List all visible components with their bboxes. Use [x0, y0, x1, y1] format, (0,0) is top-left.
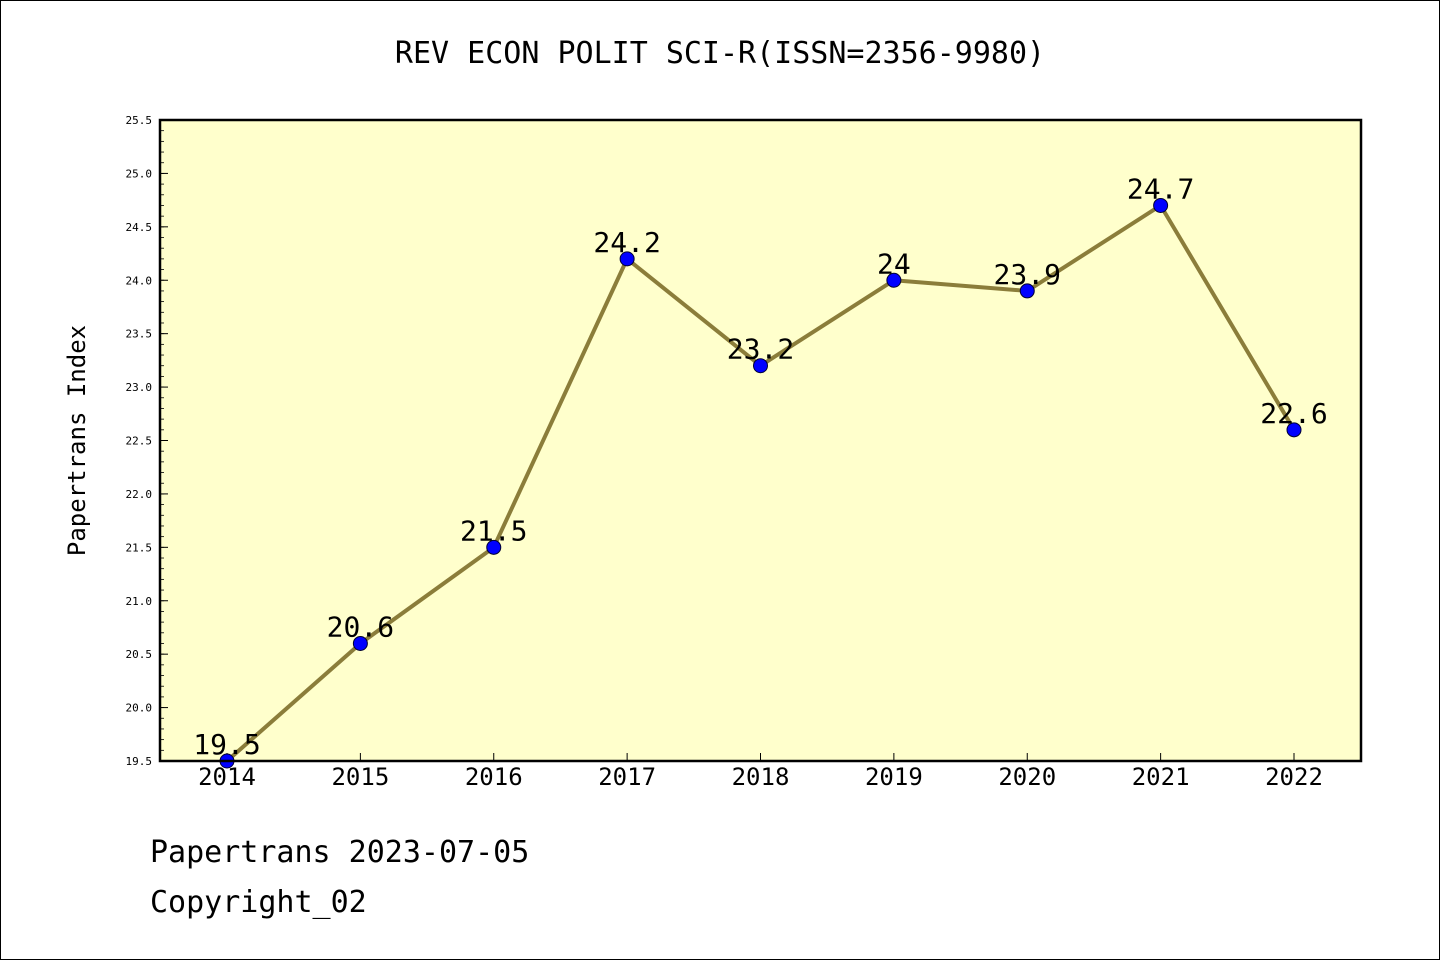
- y-tick-label: 22.5: [126, 435, 153, 448]
- x-tick-label: 2021: [1132, 763, 1190, 791]
- data-label: 23.2: [727, 333, 794, 366]
- footer-copyright: Copyright_02: [150, 885, 367, 920]
- data-point: [1286, 422, 1302, 438]
- data-labels: 19.5 20.6 21.5 24.2 23.2 24 23.9 24.7 22.6: [193, 172, 1327, 761]
- y-tick-label: 21.5: [126, 541, 153, 554]
- data-point: [886, 272, 902, 288]
- data-label: 24: [877, 247, 911, 280]
- data-label: 22.6: [1260, 397, 1327, 430]
- footer-date: Papertrans 2023-07-05: [150, 835, 530, 870]
- data-point: [486, 539, 502, 555]
- x-axis: 2014 2015 2016 2017 2018 2019 2020 2021 2022: [198, 753, 1323, 791]
- y-axis: 19.5 20.0 20.5 21.0 21.5 22.0 22.5 23.0 23.5 24.0…: [126, 114, 168, 768]
- data-point: [1019, 283, 1035, 299]
- x-tick-label: 2016: [465, 763, 523, 791]
- x-tick-label: 2020: [998, 763, 1056, 791]
- y-tick-label: 20.5: [126, 648, 153, 661]
- plot-area: [160, 120, 1361, 761]
- y-tick-label: 23.0: [126, 381, 153, 394]
- x-tick-label: 2019: [865, 763, 923, 791]
- x-tick-label: 2022: [1265, 763, 1323, 791]
- data-point: [1153, 197, 1169, 213]
- y-tick-label: 25.0: [126, 167, 153, 180]
- data-point: [619, 251, 635, 267]
- y-tick-label: 19.5: [126, 755, 153, 768]
- y-tick-label: 20.0: [126, 702, 153, 715]
- data-label: 24.2: [593, 226, 660, 259]
- plot-border: [158, 118, 1363, 763]
- y-tick-label: 23.5: [126, 328, 153, 341]
- data-label: 23.9: [994, 258, 1061, 291]
- data-label: 21.5: [460, 514, 527, 547]
- x-tick-label: 2017: [598, 763, 656, 791]
- x-tick-label: 2018: [732, 763, 790, 791]
- y-axis-label: Papertrans Index: [63, 325, 91, 556]
- x-tick-label: 2015: [331, 763, 389, 791]
- data-point: [352, 635, 368, 651]
- data-label: 24.7: [1127, 172, 1194, 205]
- y-tick-label: 22.0: [126, 488, 153, 501]
- y-tick-label: 24.5: [126, 221, 153, 234]
- y-tick-label: 24.0: [126, 274, 153, 287]
- y-tick-label: 21.0: [126, 595, 153, 608]
- data-point: [753, 358, 768, 374]
- chart-title: REV ECON POLIT SCI-R(ISSN=2356-9980): [394, 36, 1046, 71]
- data-label: 20.6: [327, 610, 394, 643]
- data-label: 19.5: [193, 728, 260, 761]
- y-tick-label: 25.5: [126, 114, 153, 127]
